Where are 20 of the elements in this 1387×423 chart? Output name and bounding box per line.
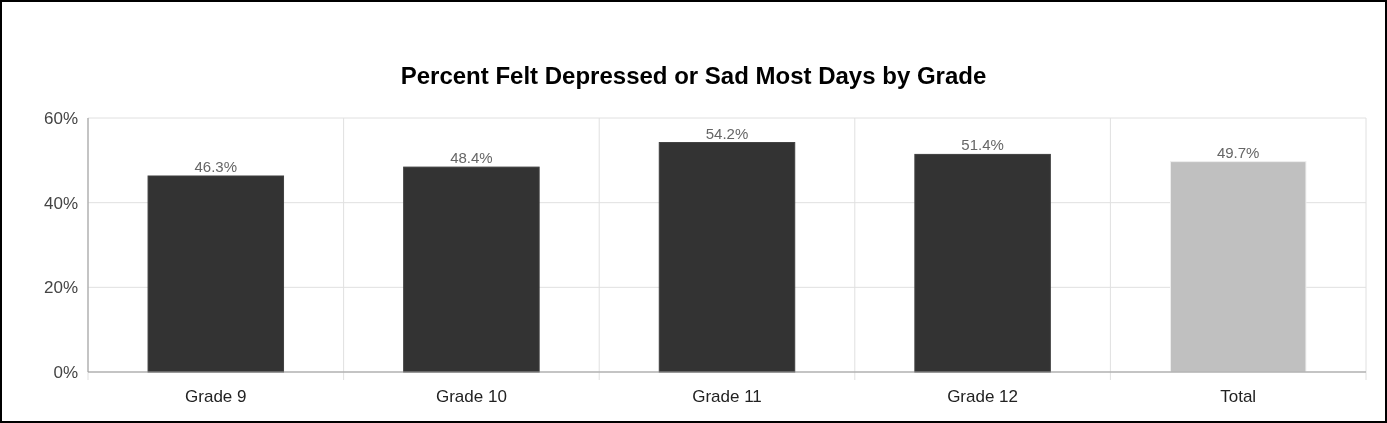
bar <box>914 153 1051 373</box>
x-tick-label: Total <box>1220 387 1257 406</box>
bar <box>658 142 796 373</box>
data-label: 46.3% <box>194 158 238 175</box>
x-tick-label: Grade 10 <box>435 387 507 406</box>
chart-title: Percent Felt Depressed or Sad Most Days by Grade <box>400 62 987 89</box>
y-tick-label: 60% <box>43 108 78 128</box>
x-tick-label: Grade 9 <box>185 387 247 406</box>
y-tick-label: 40% <box>43 193 78 213</box>
bar <box>1169 161 1307 373</box>
data-label: 49.7% <box>1216 143 1260 161</box>
x-tick-label: Grade 12 <box>947 387 1019 406</box>
x-tick-label: Grade 11 <box>692 387 762 406</box>
bar <box>147 175 285 373</box>
data-label: 51.4% <box>961 136 1004 154</box>
bar <box>403 166 540 373</box>
data-label: 54.2% <box>705 124 749 142</box>
y-tick-label: 20% <box>43 278 78 298</box>
y-tick-label: 0% <box>53 362 78 382</box>
data-label: 48.4% <box>450 149 493 167</box>
